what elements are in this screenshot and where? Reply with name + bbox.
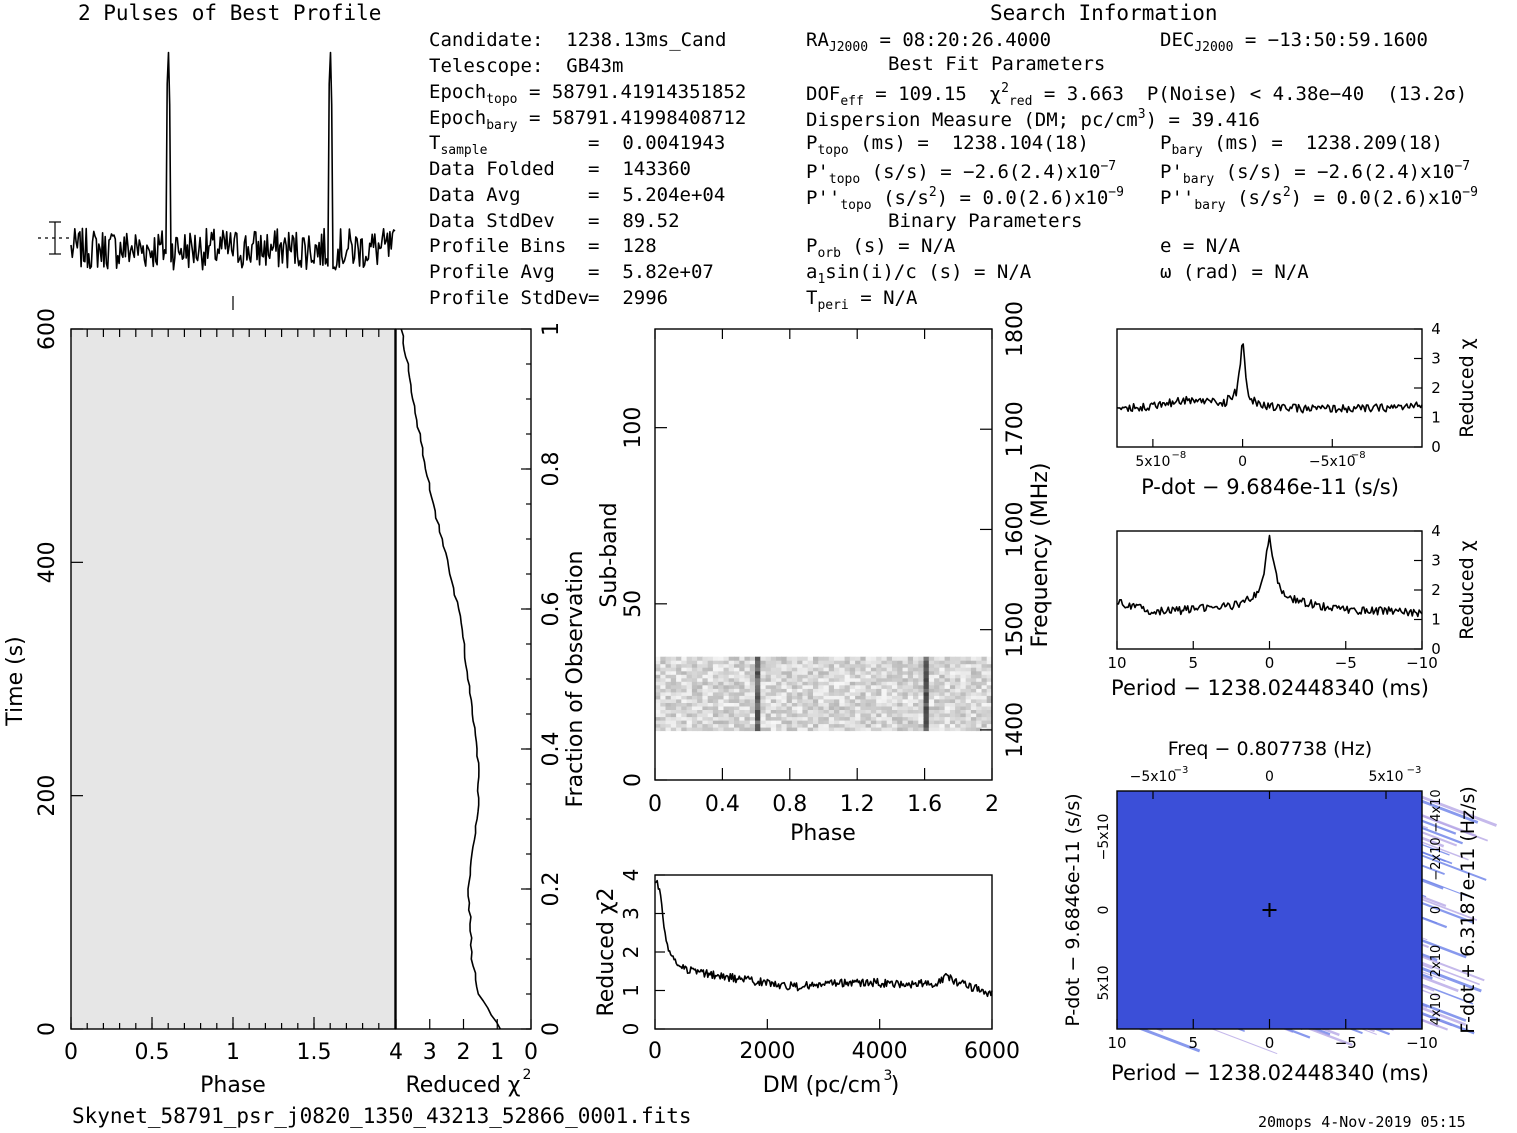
pddot-bary-value: 0.0(2.6)x10 bbox=[1336, 187, 1463, 209]
profile-plot bbox=[70, 51, 396, 271]
omega-value: N/A bbox=[1274, 261, 1309, 283]
data-avg-value: = 5.204e+04 bbox=[588, 184, 726, 206]
t-sample-value: = 0.0041943 bbox=[588, 132, 726, 154]
pdot-topo-value: −2.6(2.4)x10 bbox=[963, 161, 1101, 183]
pddot-topo-row: P''topo (s/s2) = 0.0(2.6)x10−9 bbox=[806, 185, 1124, 213]
e-row: e = N/A bbox=[1160, 235, 1241, 257]
sigma-value: (13.2σ) bbox=[1387, 83, 1468, 105]
p-orb-row: Porb (s) = N/A bbox=[806, 235, 956, 261]
data-stddev-value: = 89.52 bbox=[588, 210, 680, 232]
pdot-topo-row: P'topo (s/s) = −2.6(2.4)x10−7 bbox=[806, 159, 1117, 187]
data-folded-value: = 143360 bbox=[588, 158, 691, 180]
e-value: N/A bbox=[1205, 235, 1241, 257]
p-topo-row: Ptopo (ms) = 1238.104(18) bbox=[806, 132, 1089, 158]
profile-bins-value: = 128 bbox=[588, 235, 657, 257]
candidate-value: 1238.13ms_Cand bbox=[566, 29, 727, 51]
profile-title: 2 Pulses of Best Profile bbox=[78, 1, 382, 25]
dec-value: −13:50:59.1600 bbox=[1267, 29, 1428, 51]
data-stddev-label: Data StdDev bbox=[429, 210, 555, 232]
candidate-row: Candidate: 1238.13ms_Cand bbox=[429, 29, 727, 51]
binary-title: Binary Parameters bbox=[888, 210, 1083, 232]
epoch-bary-value: 58791.41998408712 bbox=[551, 107, 747, 129]
epoch-topo-value: 58791.41914351852 bbox=[551, 81, 747, 103]
p-topo-value: 1238.104(18) bbox=[951, 132, 1089, 154]
t-sample-row: Tsample bbox=[429, 132, 488, 158]
best-fit-title: Best Fit Parameters bbox=[888, 53, 1106, 75]
profile-avg-label: Profile Avg bbox=[429, 261, 555, 283]
a1sini-row: a1sin(i)/c (s) = N/A bbox=[806, 261, 1032, 287]
telescope-row: Telescope: GB43m bbox=[429, 55, 624, 77]
pdot-bary-value: −2.6(2.4)x10 bbox=[1317, 161, 1455, 183]
profile-bins-label: Profile Bins bbox=[429, 235, 567, 257]
t-peri-row: Tperi = N/A bbox=[806, 287, 918, 313]
pddot-topo-value: 0.0(2.6)x10 bbox=[982, 187, 1109, 209]
timestamp-label: 20mops 4-Nov-2019 05:15 bbox=[1258, 1113, 1466, 1131]
p-noise-value: 4.38e−40 bbox=[1272, 83, 1365, 105]
chi2-value: 3.663 bbox=[1066, 83, 1124, 105]
pddot-bary-row: P''bary (s/s2) = 0.0(2.6)x10−9 bbox=[1160, 185, 1478, 213]
a1sini-value: N/A bbox=[996, 261, 1032, 283]
profile-avg-value: = 5.82e+07 bbox=[588, 261, 714, 283]
dm-value: 39.416 bbox=[1191, 109, 1260, 131]
pdot-bary-row: P'bary (s/s) = −2.6(2.4)x10−7 bbox=[1160, 159, 1471, 187]
epoch-topo-row: Epochtopo = 58791.41914351852 bbox=[429, 81, 747, 107]
p-orb-value: N/A bbox=[921, 235, 956, 257]
dm-row: Dispersion Measure (DM; pc/cm3) = 39.416 bbox=[806, 107, 1260, 131]
data-avg-label: Data Avg bbox=[429, 184, 521, 206]
profile-stddev-label: Profile StdDev bbox=[429, 287, 590, 309]
epoch-bary-row: Epochbary = 58791.41998408712 bbox=[429, 107, 747, 133]
ra-row: RAJ2000 = 08:20:26.4000 bbox=[806, 29, 1052, 55]
p-bary-row: Pbary (ms) = 1238.209(18) bbox=[1160, 132, 1443, 158]
p-bary-value: 1238.209(18) bbox=[1305, 132, 1443, 154]
t-peri-value: N/A bbox=[883, 287, 918, 309]
data-folded-label: Data Folded bbox=[429, 158, 555, 180]
profile-line bbox=[70, 51, 396, 271]
search-info-title: Search Information bbox=[990, 1, 1218, 25]
dof-value: 109.15 bbox=[898, 83, 967, 105]
dec-row: DECJ2000 = −13:50:59.1600 bbox=[1160, 29, 1428, 55]
omega-row: ω (rad) = N/A bbox=[1160, 261, 1309, 283]
dof-row: DOFeff = 109.15 χ2red = 3.663 P(Noise) <… bbox=[806, 81, 1468, 109]
telescope-value: GB43m bbox=[566, 55, 624, 77]
filename-label: Skynet_58791_psr_j0820_1350_43213_52866_… bbox=[72, 1104, 692, 1128]
profile-stddev-value: = 2996 bbox=[588, 287, 669, 309]
ra-value: 08:20:26.4000 bbox=[902, 29, 1052, 51]
